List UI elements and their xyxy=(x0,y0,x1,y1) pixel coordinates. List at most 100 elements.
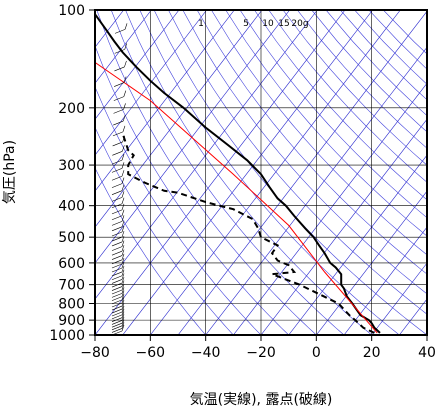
wind-barb-flag xyxy=(121,305,125,313)
wind-barb xyxy=(111,320,123,325)
dry-adiabat-line xyxy=(168,10,427,315)
wind-barb-flag xyxy=(121,215,125,222)
wind-barb-flag xyxy=(121,265,125,273)
dry-adiabat-line xyxy=(225,10,427,237)
wind-barb xyxy=(113,109,124,114)
wind-barb-layer xyxy=(111,23,128,336)
wind-barb-flag xyxy=(121,290,125,297)
dry-adiabat-line xyxy=(95,85,262,335)
wind-barb xyxy=(112,141,123,147)
dry-adiabat-line xyxy=(110,10,345,335)
wind-barb-flag xyxy=(121,314,125,321)
wind-barb xyxy=(111,259,123,265)
y-tick-label: 200 xyxy=(58,101,85,117)
wind-barb-flag xyxy=(123,103,126,110)
x-tick-label: −40 xyxy=(191,345,221,361)
wind-barb-flag xyxy=(124,43,128,50)
isotherm-line xyxy=(288,154,427,335)
wind-barb xyxy=(111,231,123,237)
wind-barb xyxy=(111,241,123,247)
x-tick-label: −80 xyxy=(80,345,110,361)
dry-adiabat-line xyxy=(282,10,427,166)
wind-barb xyxy=(111,159,123,165)
wind-barb xyxy=(111,275,123,281)
wind-barb xyxy=(114,82,125,87)
y-tick-label: 400 xyxy=(58,199,85,215)
tick-layer xyxy=(89,9,428,341)
wind-barb xyxy=(111,308,123,314)
wind-barb-flag xyxy=(121,249,125,256)
isotherm-line xyxy=(426,334,427,335)
wind-barb-flag xyxy=(124,60,127,68)
wind-barb xyxy=(111,293,123,298)
mixing-ratio-label: 10 xyxy=(262,19,274,29)
wind-barb-flag xyxy=(121,220,125,227)
wind-barb xyxy=(111,175,123,181)
y-tick-label: 800 xyxy=(58,297,85,313)
wind-barb xyxy=(111,209,123,215)
wind-barb-flag xyxy=(124,23,128,30)
wind-barb-flag xyxy=(123,90,127,97)
wind-barb-flag xyxy=(122,114,126,122)
wind-barb xyxy=(111,197,123,202)
wind-barb xyxy=(111,267,123,273)
wind-barb-flag xyxy=(121,299,125,307)
dry-adiabat-line xyxy=(95,45,289,335)
wind-barb xyxy=(111,226,123,232)
wind-barb xyxy=(113,96,124,101)
series-layer xyxy=(95,13,381,334)
isotherm-line xyxy=(371,262,427,335)
isotherm-line xyxy=(95,10,290,264)
wind-barb-flag xyxy=(121,269,125,276)
isotherm-line xyxy=(177,10,427,335)
wind-barb xyxy=(111,311,123,317)
wind-barb-flag xyxy=(121,209,125,216)
wind-barb-flag xyxy=(121,311,125,318)
wind-barb-flag xyxy=(121,162,125,169)
dry-adiabat-line xyxy=(297,10,427,149)
y-tick-label: 900 xyxy=(58,313,85,329)
wind-barb-flag xyxy=(121,245,125,252)
wind-barb-flag xyxy=(121,273,125,280)
wind-barb-flag xyxy=(121,240,125,247)
wind-barb xyxy=(114,49,125,54)
isotherm-line xyxy=(95,10,235,192)
wind-barb-flag xyxy=(122,145,125,152)
dry-adiabat-line xyxy=(95,167,206,335)
wind-barb-flag xyxy=(121,230,125,238)
dry-adiabat-line xyxy=(182,10,427,295)
isotherm-line xyxy=(95,10,318,300)
wind-barb-flag xyxy=(121,170,125,177)
isotherm-line xyxy=(150,10,401,335)
wind-barb xyxy=(111,263,123,269)
label-layer: −80 −60 −40 −20 0 20 40 100 200 300 400 500 600 700 80… xyxy=(49,3,436,361)
wind-barb-flag xyxy=(122,125,126,132)
wind-barb-flag xyxy=(123,76,127,83)
wind-barb xyxy=(111,250,123,256)
dry-adiabat-line xyxy=(153,10,427,335)
wind-barb xyxy=(111,282,123,288)
wind-barb xyxy=(111,302,123,308)
wind-barb xyxy=(114,66,125,72)
isotherm-line xyxy=(260,118,427,335)
wind-barb-flag xyxy=(121,302,125,310)
wind-barb xyxy=(111,271,123,277)
wind-barb-flag xyxy=(121,280,125,287)
wind-barb xyxy=(111,279,123,284)
wind-barb xyxy=(111,215,123,221)
isotherm-line xyxy=(205,46,427,335)
x-axis-title: 気温(実線), 露点(破線) xyxy=(190,392,333,408)
dry-adiabat-line xyxy=(211,10,427,256)
mixing-ratio-label: 15 xyxy=(278,19,289,29)
isotherm-line xyxy=(95,10,207,156)
mixing-ratio-label: 5 xyxy=(243,19,249,29)
wind-barb-flag xyxy=(121,203,125,210)
wind-barb-flag xyxy=(121,296,125,304)
y-tick-label: 600 xyxy=(58,256,85,272)
mixing-ratio-label: 1 xyxy=(198,19,204,29)
dashed-sounding-line xyxy=(121,133,375,334)
wind-barb xyxy=(114,29,126,34)
wind-barb-flag xyxy=(121,276,125,284)
wind-barb xyxy=(111,255,123,260)
